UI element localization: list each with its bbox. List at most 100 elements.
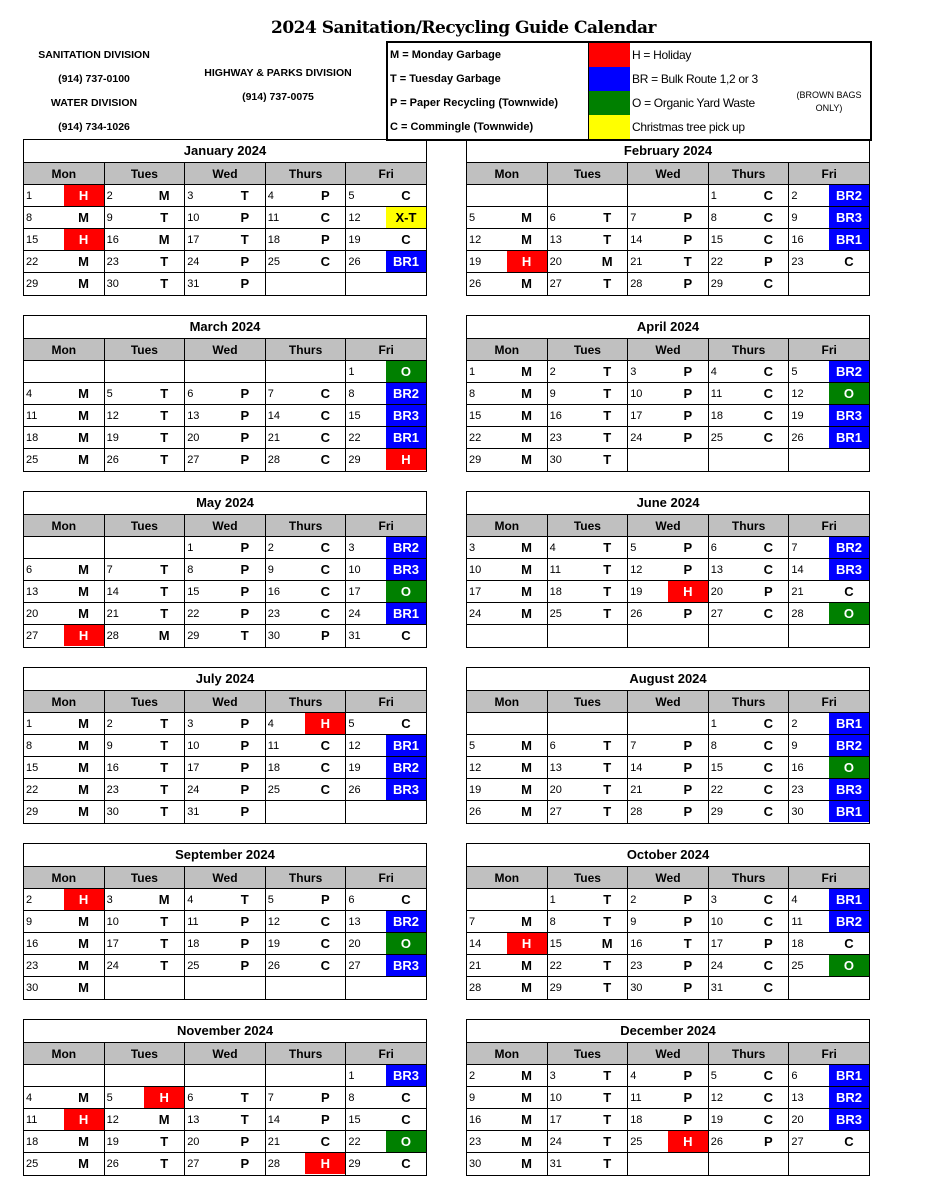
- day-cell: 17 T: [547, 1109, 629, 1131]
- day-cell: 27 P: [185, 449, 266, 471]
- month-calendar: June 2024 Mon Tues Wed Thurs Fri 3 M 4 T 5 P 6 C 7 BR2 1…: [466, 491, 870, 648]
- day-cell: 28 P: [628, 273, 709, 295]
- day-cell: 22 C: [708, 779, 790, 801]
- weekday-header: Wed: [185, 339, 266, 361]
- day-number: 31: [549, 1158, 562, 1170]
- day-number: 11: [630, 1092, 642, 1104]
- pickup-code: P: [240, 386, 250, 401]
- pickup-code: M: [78, 958, 90, 973]
- weekday-header: Wed: [185, 515, 266, 537]
- pickup-code: C: [763, 782, 774, 797]
- day-cell: 24 P: [185, 779, 266, 801]
- day-number: 17: [469, 586, 482, 598]
- pickup-code: M: [521, 760, 533, 775]
- pickup-code: T: [603, 232, 612, 247]
- day-number: 7: [791, 542, 798, 554]
- day-cell: 12 T: [104, 405, 186, 427]
- pickup-code: BR1: [828, 1065, 869, 1086]
- pickup-code: [829, 273, 869, 294]
- pickup-code: C: [763, 980, 774, 995]
- pickup-code: C: [763, 804, 774, 819]
- day-number: 3: [630, 366, 637, 378]
- day-number: 24: [710, 960, 724, 972]
- weekday-header: Fri: [346, 163, 426, 185]
- day-cell: 14 P: [265, 1109, 347, 1131]
- day-cell: 31 C: [709, 977, 790, 999]
- day-cell: 31 P: [185, 801, 266, 823]
- day-number: 19: [630, 586, 643, 598]
- weekday-header: Thurs: [708, 867, 790, 889]
- pickup-code: T: [603, 364, 612, 379]
- day-number: 5: [348, 190, 355, 202]
- month-calendar: January 2024 Mon Tues Wed Thurs Fri 1 H 2 M 3 T 4 P 5 C…: [23, 139, 427, 296]
- week-row: 25 M 26 T 27 P 28 H 29 C: [24, 1153, 426, 1175]
- day-number: 23: [469, 1136, 482, 1148]
- day-cell: [24, 361, 105, 383]
- pickup-code: T: [603, 452, 612, 467]
- day-number: 18: [630, 1114, 643, 1126]
- day-cell: 19 H: [628, 581, 709, 603]
- day-cell: 16 T: [628, 933, 709, 955]
- day-number: 8: [710, 740, 717, 752]
- week-row: 1 BR3: [24, 1065, 426, 1087]
- highway-phone: (914) 737-0075: [242, 91, 314, 103]
- day-cell: 24 T: [547, 1131, 629, 1153]
- month-title: October 2024: [467, 844, 869, 867]
- day-cell: 23 BR3: [789, 779, 869, 801]
- pickup-code: H: [506, 933, 547, 954]
- pickup-code: [668, 185, 708, 206]
- week-row: 26 M 27 T 28 P 29 C 30 BR1: [467, 801, 869, 823]
- weekday-header: Wed: [185, 163, 266, 185]
- pickup-code: H: [63, 625, 104, 646]
- day-cell: 28 P: [628, 801, 709, 823]
- day-number: 28: [267, 454, 281, 466]
- day-number: 16: [106, 762, 119, 774]
- weekday-header: Tues: [104, 1043, 186, 1065]
- pickup-code: T: [160, 254, 169, 269]
- day-cell: 31 T: [548, 1153, 629, 1175]
- day-number: 10: [469, 564, 482, 576]
- day-number: 12: [469, 234, 482, 246]
- month-calendar: October 2024 Mon Tues Wed Thurs Fri 1 T 2 P 3 C 4 BR1…: [466, 843, 870, 1000]
- weekday-header: Thurs: [708, 691, 790, 713]
- pickup-code: M: [521, 210, 533, 225]
- day-cell: 25 M: [24, 1153, 105, 1175]
- pickup-code: P: [321, 628, 330, 643]
- day-cell: 15 BR3: [346, 405, 426, 427]
- day-cell: 23 C: [265, 603, 347, 625]
- day-number: 11: [187, 916, 199, 928]
- day-number: 3: [549, 1070, 556, 1082]
- day-number: 12: [348, 740, 361, 752]
- week-row: 10 M 11 T 12 P 13 C 14 BR3: [467, 559, 869, 581]
- day-cell: 27 T: [548, 801, 629, 823]
- weekday-header: Mon: [467, 867, 548, 889]
- day-number: 29: [26, 806, 39, 818]
- pickup-code: BR1: [385, 735, 426, 756]
- pickup-code: [305, 801, 345, 822]
- day-cell: 16 C: [265, 581, 347, 603]
- week-row: 30 M 31 T: [467, 1153, 869, 1175]
- pickup-code: C: [320, 738, 331, 753]
- day-number: 12: [267, 916, 281, 928]
- day-number: 5: [469, 212, 476, 224]
- day-cell: 28 H: [266, 1153, 347, 1175]
- day-cell: 31 C: [346, 625, 426, 647]
- day-number: 4: [791, 894, 798, 906]
- day-cell: [789, 449, 869, 471]
- pickup-code: P: [240, 716, 250, 731]
- day-cell: 12 M: [104, 1109, 186, 1131]
- pickup-code: BR1: [385, 251, 426, 272]
- pickup-code: T: [603, 584, 612, 599]
- day-number: 26: [710, 1136, 724, 1148]
- day-number: 19: [106, 432, 119, 444]
